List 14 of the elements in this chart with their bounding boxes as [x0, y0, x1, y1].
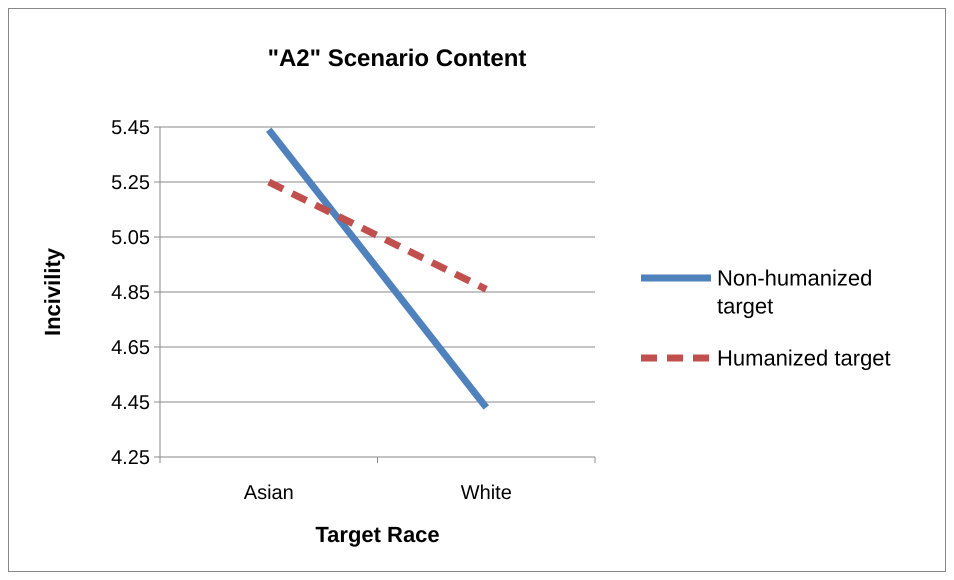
legend-label: Non-humanized target [717, 266, 872, 319]
y-tick-label: 4.85 [111, 282, 150, 304]
y-tick-label: 4.25 [111, 447, 150, 469]
legend-label: Humanized target [717, 346, 891, 371]
y-tick-label: 4.65 [111, 337, 150, 359]
y-axis-title: Incivility [40, 247, 65, 336]
y-tick-label: 5.25 [111, 172, 150, 194]
chart-title: "A2" Scenario Content [268, 45, 526, 72]
y-tick-label: 5.45 [111, 117, 150, 139]
x-tick-label: White [460, 482, 512, 504]
y-tick-label: 5.05 [111, 227, 150, 249]
y-tick-label: 4.45 [111, 392, 150, 414]
x-tick-label: Asian [244, 482, 294, 504]
x-axis-title: Target Race [315, 522, 440, 547]
